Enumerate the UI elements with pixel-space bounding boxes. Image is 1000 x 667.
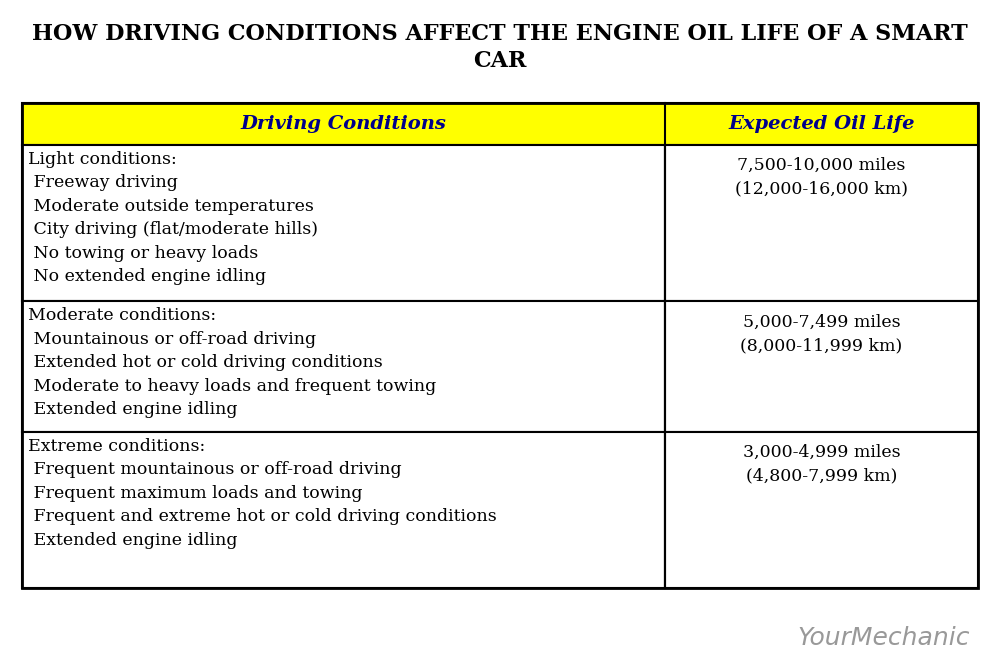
- Text: Extreme conditions:
 Frequent mountainous or off-road driving
 Frequent maximum : Extreme conditions: Frequent mountainous…: [28, 438, 497, 548]
- Text: Driving Conditions: Driving Conditions: [241, 115, 446, 133]
- Text: Expected Oil Life: Expected Oil Life: [728, 115, 915, 133]
- Bar: [22, 432, 665, 588]
- Text: 5,000-7,499 miles
(8,000-11,999 km): 5,000-7,499 miles (8,000-11,999 km): [740, 313, 903, 354]
- Bar: [665, 145, 978, 301]
- Text: 7,500-10,000 miles
(12,000-16,000 km): 7,500-10,000 miles (12,000-16,000 km): [735, 157, 908, 197]
- Bar: [665, 301, 978, 432]
- Text: YourMechanic: YourMechanic: [798, 626, 970, 650]
- Text: 3,000-4,999 miles
(4,800-7,999 km): 3,000-4,999 miles (4,800-7,999 km): [743, 444, 900, 484]
- Bar: [22, 145, 665, 301]
- Bar: [22, 301, 665, 432]
- Bar: [665, 432, 978, 588]
- Text: HOW DRIVING CONDITIONS AFFECT THE ENGINE OIL LIFE OF A SMART
CAR: HOW DRIVING CONDITIONS AFFECT THE ENGINE…: [32, 23, 968, 71]
- Text: Light conditions:
 Freeway driving
 Moderate outside temperatures
 City driving : Light conditions: Freeway driving Modera…: [28, 151, 318, 285]
- Bar: [22, 103, 978, 588]
- Text: Moderate conditions:
 Mountainous or off-road driving
 Extended hot or cold driv: Moderate conditions: Mountainous or off-…: [28, 307, 436, 418]
- Bar: [22, 103, 978, 145]
